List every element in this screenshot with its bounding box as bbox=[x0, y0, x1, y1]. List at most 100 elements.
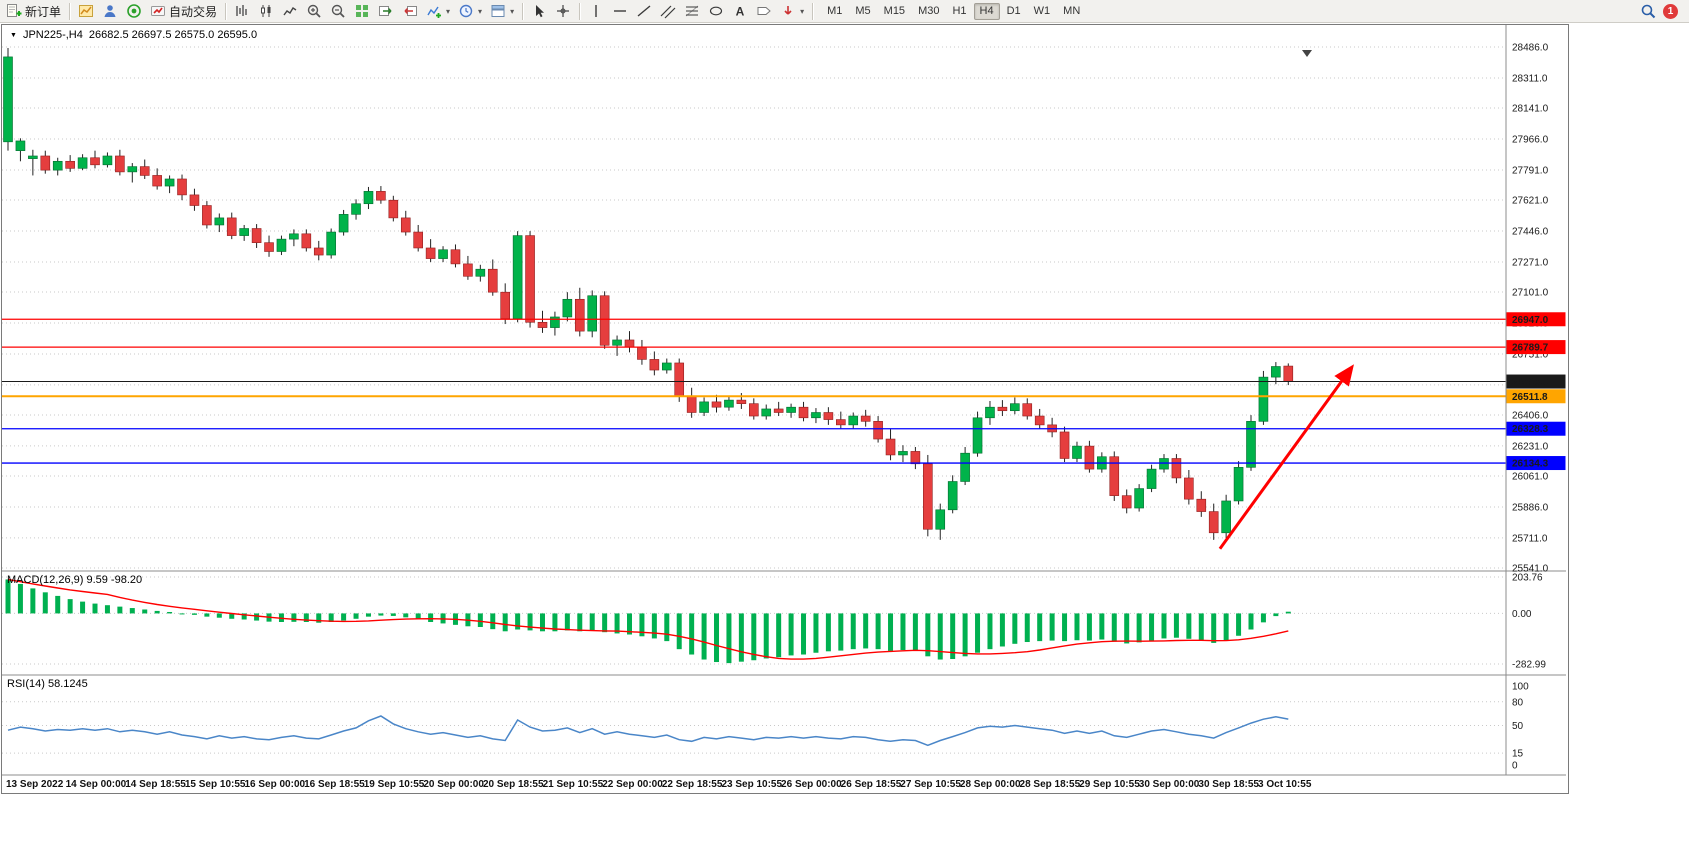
notification-badge[interactable]: 1 bbox=[1663, 3, 1678, 19]
timeframe-w1-button[interactable]: W1 bbox=[1028, 3, 1057, 20]
svg-text:-282.99: -282.99 bbox=[1512, 660, 1546, 671]
toolbar-separator bbox=[579, 2, 581, 20]
svg-text:26947.0: 26947.0 bbox=[1512, 315, 1549, 326]
svg-text:26231.0: 26231.0 bbox=[1512, 441, 1549, 452]
shapes-tool-button[interactable] bbox=[704, 1, 728, 21]
candle bbox=[152, 175, 162, 187]
auto-scroll-button[interactable] bbox=[374, 1, 398, 21]
svg-text:26511.8: 26511.8 bbox=[1512, 392, 1548, 403]
candle bbox=[400, 217, 411, 233]
channel-tool-button[interactable] bbox=[656, 1, 680, 21]
candle bbox=[388, 199, 399, 219]
candle bbox=[363, 191, 374, 205]
chart-shift-button[interactable] bbox=[398, 1, 422, 21]
candlestick-chart-button[interactable] bbox=[254, 1, 278, 21]
bar-chart-icon bbox=[236, 5, 247, 16]
svg-text:28141.0: 28141.0 bbox=[1512, 104, 1549, 115]
timeframe-h4-button[interactable]: H4 bbox=[973, 2, 1000, 20]
new-order-label: 新订单 bbox=[25, 4, 62, 19]
candle bbox=[202, 205, 212, 226]
trend-arrow[interactable] bbox=[1218, 364, 1354, 550]
templates-button[interactable]: ▾ bbox=[486, 1, 518, 21]
candle bbox=[836, 419, 846, 426]
crosshair-button[interactable] bbox=[551, 1, 575, 21]
trendline-icon bbox=[637, 5, 651, 17]
community-button[interactable] bbox=[122, 1, 146, 21]
indicators-button[interactable]: ▾ bbox=[422, 1, 454, 21]
autotrading-button[interactable]: 自动交易 bbox=[146, 1, 221, 21]
rsi-panel: 100 80 50 150 bbox=[2, 682, 1529, 772]
chart-canvas[interactable]: 203.76 0.00 -282.99 100 80 50 150 28486.0 28311.… bbox=[2, 25, 1566, 791]
horizontal-line-tool-button[interactable] bbox=[608, 1, 632, 21]
candle bbox=[438, 249, 448, 259]
svg-text:27446.0: 27446.0 bbox=[1512, 226, 1549, 237]
zoom-out-button[interactable] bbox=[326, 1, 350, 21]
timeframe-m5-button[interactable]: M5 bbox=[849, 3, 876, 20]
profile-button[interactable] bbox=[98, 1, 122, 21]
charts-window-button[interactable] bbox=[74, 1, 98, 21]
chevron-down-icon: ▾ bbox=[446, 6, 451, 16]
candle bbox=[326, 231, 336, 256]
new-order-icon bbox=[7, 4, 22, 17]
fibonacci-tool-button[interactable] bbox=[680, 1, 704, 21]
periods-button[interactable]: ▾ bbox=[454, 1, 486, 21]
cursor-icon bbox=[536, 5, 545, 18]
candle bbox=[1072, 445, 1082, 459]
candle bbox=[1283, 365, 1294, 382]
candle bbox=[985, 406, 995, 419]
timeframe-m30-button[interactable]: M30 bbox=[912, 3, 945, 20]
new-order-button[interactable]: 新订单 bbox=[2, 1, 65, 21]
chart-shift-marker[interactable] bbox=[1302, 50, 1312, 57]
arrows-tool-button[interactable]: ▾ bbox=[776, 1, 808, 21]
cursor-button[interactable] bbox=[527, 1, 551, 21]
timeframe-mn-button[interactable]: MN bbox=[1057, 3, 1086, 20]
candle bbox=[301, 233, 312, 249]
candle bbox=[724, 399, 734, 408]
candle bbox=[923, 463, 933, 530]
candle bbox=[1246, 421, 1256, 468]
candle bbox=[1146, 468, 1157, 489]
svg-text:26061.0: 26061.0 bbox=[1512, 472, 1549, 483]
candle bbox=[139, 166, 150, 176]
svg-text:26406.0: 26406.0 bbox=[1512, 410, 1549, 421]
macd-signal-line bbox=[7, 578, 1289, 660]
candlestick-chart-icon bbox=[261, 5, 271, 17]
tile-windows-button[interactable] bbox=[350, 1, 374, 21]
line-chart-icon bbox=[283, 7, 297, 16]
candle bbox=[28, 155, 38, 159]
text-tool-button[interactable]: A bbox=[728, 1, 752, 21]
arrow-tool-icon bbox=[784, 6, 792, 15]
candle bbox=[587, 295, 598, 332]
candle bbox=[612, 339, 622, 346]
chart-symbol-title: ▼ JPN225-,H4 26682.5 26697.5 26575.0 265… bbox=[10, 29, 257, 41]
candle bbox=[910, 451, 921, 465]
candle bbox=[413, 231, 423, 249]
zoom-in-button[interactable] bbox=[302, 1, 326, 21]
bar-chart-button[interactable] bbox=[230, 1, 254, 21]
text-label-tool-button[interactable] bbox=[752, 1, 776, 21]
trendline-tool-button[interactable] bbox=[632, 1, 656, 21]
crosshair-icon bbox=[557, 5, 570, 17]
timeframe-d1-button[interactable]: D1 bbox=[1001, 3, 1027, 20]
chart-shift-icon bbox=[404, 6, 418, 16]
svg-text:30 Sep 00:00: 30 Sep 00:00 bbox=[1139, 779, 1200, 790]
vertical-line-tool-button[interactable] bbox=[584, 1, 608, 21]
svg-text:100: 100 bbox=[1512, 682, 1529, 693]
line-chart-button[interactable] bbox=[278, 1, 302, 21]
candle bbox=[1084, 445, 1095, 470]
svg-text:23 Sep 10:55: 23 Sep 10:55 bbox=[721, 779, 782, 790]
candle bbox=[624, 339, 635, 348]
toolbar-separator bbox=[225, 2, 227, 20]
timeframe-m15-button[interactable]: M15 bbox=[878, 3, 911, 20]
timeframe-m1-button[interactable]: M1 bbox=[821, 3, 848, 20]
ohlc-values-label: 26682.5 26697.5 26575.0 26595.0 bbox=[88, 29, 258, 41]
template-icon bbox=[491, 5, 505, 17]
svg-text:27101.0: 27101.0 bbox=[1512, 288, 1549, 299]
timeframe-h1-button[interactable]: H1 bbox=[946, 3, 972, 20]
search-icon[interactable] bbox=[1640, 3, 1656, 19]
level-lines-group bbox=[2, 318, 1506, 464]
chart-menu-icon[interactable]: ▼ bbox=[10, 31, 17, 39]
candle bbox=[972, 417, 983, 454]
svg-text:29 Sep 10:55: 29 Sep 10:55 bbox=[1079, 779, 1140, 790]
candle bbox=[1208, 511, 1219, 534]
